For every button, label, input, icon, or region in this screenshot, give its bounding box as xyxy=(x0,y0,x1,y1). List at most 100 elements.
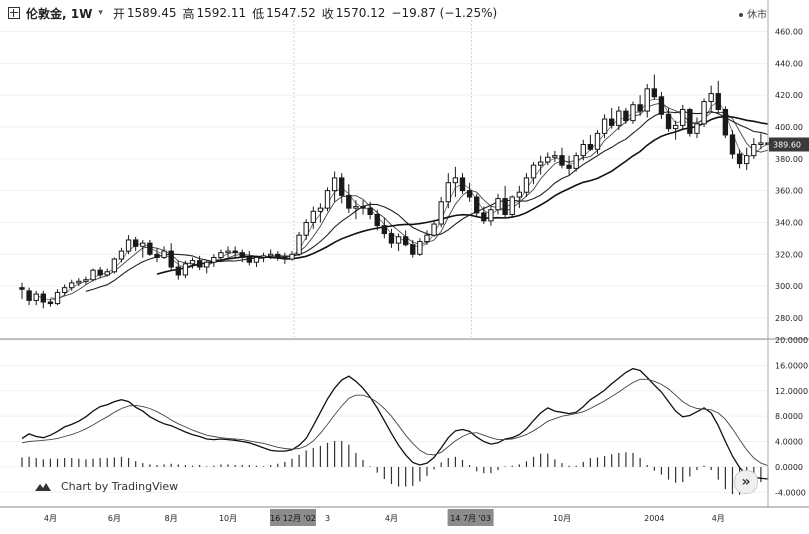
candle-body xyxy=(587,144,594,150)
candle-body xyxy=(452,177,459,184)
tradingview-logo-icon xyxy=(35,482,51,491)
time-highlight-label: 14 7月 '03 xyxy=(450,514,491,523)
candle-body xyxy=(559,155,565,166)
signal-line xyxy=(21,378,769,467)
candle-body xyxy=(317,207,324,212)
time-tick-label: 6月 xyxy=(108,514,121,523)
candle-body xyxy=(523,177,530,193)
candle-body xyxy=(161,250,167,258)
close-value: 1570.12 xyxy=(335,6,386,20)
candle-body xyxy=(54,291,61,305)
candle-body xyxy=(267,253,274,257)
candle-body xyxy=(303,221,309,236)
price-tick-label: 400.00 xyxy=(775,123,803,132)
candle-body xyxy=(353,206,359,209)
candle-body xyxy=(69,282,75,289)
price-tick-label: 440.00 xyxy=(775,59,803,68)
candle-body xyxy=(125,239,132,252)
candle-body xyxy=(722,109,729,136)
low-value: 1547.52 xyxy=(266,6,316,20)
price-tick-label: 380.00 xyxy=(775,155,803,164)
candle-body xyxy=(275,253,281,258)
price-pane[interactable] xyxy=(19,74,771,309)
last-price-badge xyxy=(769,137,809,152)
candle-body xyxy=(594,132,601,150)
time-tick-label: 10月 xyxy=(219,514,237,523)
macd-tick-label: 12.0000 xyxy=(775,387,808,396)
time-tick-label: 4月 xyxy=(385,514,398,523)
candle-body xyxy=(331,177,338,192)
price-tick-label: 360.00 xyxy=(775,187,803,196)
candle-body xyxy=(111,258,118,273)
candle-body xyxy=(481,212,487,222)
candle-body xyxy=(665,113,672,130)
candle-body xyxy=(431,223,437,236)
candle-body xyxy=(701,101,707,125)
time-highlight-label: 16 12月 '02 xyxy=(270,514,316,523)
candle-body xyxy=(672,124,679,130)
candle-body xyxy=(736,153,743,165)
time-tick-label: 4月 xyxy=(44,514,57,523)
candle-body xyxy=(474,196,480,214)
candle-body xyxy=(395,236,402,244)
price-tick-label: 300.00 xyxy=(775,282,803,291)
macd-tick-label: 8.0000 xyxy=(775,412,803,421)
market-status-text: 休市 xyxy=(747,10,767,21)
candle-body xyxy=(402,236,409,246)
expand-plus-icon[interactable] xyxy=(8,7,20,19)
candle-body xyxy=(253,256,260,263)
candle-body xyxy=(218,252,224,258)
time-tick-label: 8月 xyxy=(165,514,178,523)
macd-tick-label: 0.0000 xyxy=(775,463,803,472)
candle-body xyxy=(609,118,615,126)
candle-body xyxy=(516,191,523,198)
time-tick-label: 4月 xyxy=(712,514,725,523)
candle-body xyxy=(289,253,295,260)
candle-body xyxy=(154,253,160,258)
tradingview-branding[interactable]: Chart by TradingView xyxy=(35,480,178,493)
candle-body xyxy=(580,144,586,157)
candle-body xyxy=(360,206,366,209)
candle-body xyxy=(90,269,96,281)
candle-body xyxy=(97,269,103,276)
open-value: 1589.45 xyxy=(126,6,177,20)
candle-body xyxy=(545,156,551,163)
candle-body xyxy=(466,190,473,198)
candle-body xyxy=(566,164,572,169)
candle-body xyxy=(211,256,217,263)
candle-body xyxy=(132,239,139,247)
price-tick-label: 460.00 xyxy=(775,28,803,37)
candle-body xyxy=(260,255,267,258)
candle-body xyxy=(61,287,68,293)
candle-body xyxy=(495,198,501,211)
candle-body xyxy=(339,177,345,196)
candle-body xyxy=(19,287,25,290)
price-tick-label: 340.00 xyxy=(775,218,803,227)
candle-body xyxy=(687,109,693,134)
scroll-to-realtime-button[interactable]: » xyxy=(734,470,758,494)
macd-line xyxy=(21,367,769,480)
candle-body xyxy=(140,242,146,247)
chevron-down-icon[interactable]: ▾ xyxy=(98,8,103,18)
candle-body xyxy=(680,109,686,126)
symbol-title[interactable]: 伦敦金, 1W xyxy=(26,6,93,21)
open-label: 开 xyxy=(112,6,125,21)
ma-short-line xyxy=(50,102,769,299)
candle-body xyxy=(168,250,174,268)
close-label: 收 xyxy=(321,6,334,21)
candle-body xyxy=(346,194,352,209)
candle-body xyxy=(118,250,125,260)
macd-pane[interactable] xyxy=(21,367,769,495)
last-price-text: 389.60 xyxy=(773,141,801,150)
candle-body xyxy=(196,260,203,268)
candle-body xyxy=(502,198,508,216)
time-tick-label: 3 xyxy=(325,514,330,523)
candle-body xyxy=(530,164,537,179)
candle-body xyxy=(616,110,622,126)
ma-fast-line xyxy=(35,98,769,301)
macd-tick-label: 16.0000 xyxy=(775,361,808,370)
candle-body xyxy=(445,182,451,203)
candle-body xyxy=(573,155,579,169)
